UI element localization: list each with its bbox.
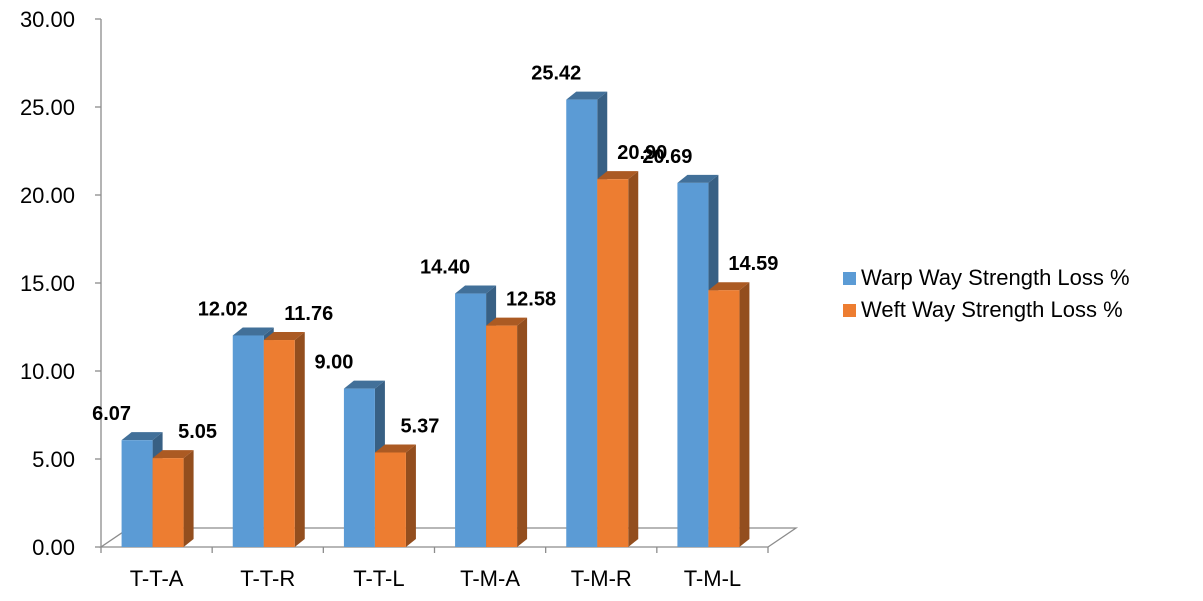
y-tick-label: 20.00 bbox=[20, 183, 75, 208]
x-tick-label: T-T-L bbox=[353, 566, 404, 591]
data-label-weft: 5.05 bbox=[178, 421, 217, 443]
y-tick-label: 0.00 bbox=[32, 535, 75, 560]
data-label-weft: 14.59 bbox=[728, 253, 778, 275]
x-tick-label: T-M-R bbox=[571, 566, 632, 591]
data-label-weft: 5.37 bbox=[400, 415, 439, 437]
legend-item-weft: Weft Way Strength Loss % bbox=[843, 294, 1130, 326]
y-tick-label: 10.00 bbox=[20, 359, 75, 384]
y-tick-label: 25.00 bbox=[20, 95, 75, 120]
legend-swatch-weft bbox=[843, 303, 856, 317]
bar-weft bbox=[708, 282, 750, 547]
x-tick-label: T-M-A bbox=[460, 566, 520, 591]
data-label-weft: 20.90 bbox=[617, 142, 667, 164]
x-tick-label: T-M-L bbox=[684, 566, 741, 591]
bar-weft bbox=[597, 171, 639, 547]
data-label-warp: 20.69 bbox=[642, 146, 692, 168]
legend: Warp Way Strength Loss % Weft Way Streng… bbox=[843, 262, 1130, 326]
data-label-warp: 9.00 bbox=[314, 352, 353, 374]
data-label-warp: 25.42 bbox=[531, 63, 581, 85]
data-label-weft: 11.76 bbox=[284, 303, 333, 325]
x-tick-label: T-T-A bbox=[130, 566, 184, 591]
legend-item-warp: Warp Way Strength Loss % bbox=[843, 262, 1130, 294]
legend-label-warp: Warp Way Strength Loss % bbox=[861, 265, 1130, 290]
data-label-weft: 12.58 bbox=[506, 289, 556, 311]
x-tick-label: T-T-R bbox=[240, 566, 295, 591]
y-tick-label: 15.00 bbox=[20, 271, 75, 296]
data-label-warp: 14.40 bbox=[420, 257, 470, 279]
bar-weft bbox=[374, 444, 416, 547]
y-tick-label: 30.00 bbox=[20, 7, 75, 32]
legend-label-weft: Weft Way Strength Loss % bbox=[861, 297, 1123, 322]
y-axis: 0.00 5.00 10.00 15.00 20.00 25.00 30.00 T-T-A T-… bbox=[20, 7, 769, 591]
data-label-warp: 6.07 bbox=[92, 403, 131, 425]
bar-weft bbox=[263, 332, 305, 547]
bar-weft bbox=[486, 317, 528, 547]
data-label-warp: 12.02 bbox=[198, 298, 248, 320]
data-labels: 6.07 5.05 12.02 11.76 9.00 5.37 14.40 12.58 25.4… bbox=[92, 63, 778, 444]
y-tick-label: 5.00 bbox=[32, 447, 75, 472]
legend-swatch-warp bbox=[843, 271, 856, 285]
bars bbox=[121, 91, 750, 547]
bar-weft bbox=[152, 450, 194, 547]
